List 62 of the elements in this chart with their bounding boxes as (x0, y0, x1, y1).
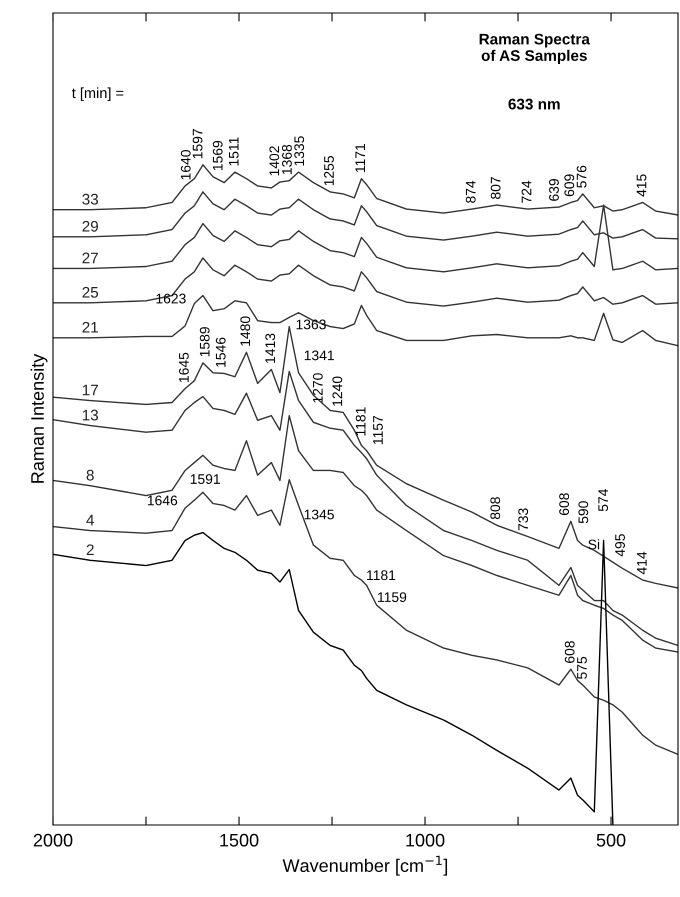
series-label: 17 (82, 384, 98, 396)
series-label: 33 (82, 194, 98, 205)
text: t [min] = (72, 87, 124, 101)
annotation: 495 (615, 534, 625, 556)
annotation: 414 (637, 552, 647, 574)
x-tick-label: 1000 (406, 834, 444, 847)
y-axis-title: Raman Intensity (30, 354, 48, 483)
annotation: 590 (578, 501, 588, 524)
annotation: 608 (559, 493, 570, 516)
annotation: 1645 (178, 352, 189, 382)
annotation: 1589 (200, 327, 210, 356)
series-label: 25 (82, 286, 98, 298)
annotation: 1270 (312, 373, 323, 402)
annotation: Si (588, 539, 600, 550)
annotation: 1480 (240, 316, 250, 346)
annotation: 1341 (304, 350, 334, 360)
annotation: 609 (564, 174, 574, 196)
annotation: 1181 (356, 407, 366, 436)
chart-title: Raman Spectra of AS Samples (480, 34, 590, 64)
annotation: 1335 (294, 136, 304, 166)
series-label: 4 (86, 514, 94, 526)
series-label: 8 (86, 470, 94, 481)
annotation: 575 (577, 656, 587, 679)
annotation: 1623 (156, 294, 186, 304)
annotation: 1413 (265, 334, 276, 363)
annotation: 874 (466, 180, 476, 203)
series-label: 27 (82, 252, 98, 264)
annotation: 1363 (296, 320, 326, 330)
annotation: 1345 (304, 510, 334, 520)
annotation: 415 (636, 174, 646, 197)
annotation: 1402 (269, 146, 280, 176)
series-label: 13 (82, 410, 98, 420)
annotation: 574 (598, 488, 608, 512)
annotation: 1181 (367, 570, 396, 580)
annotation: 1157 (373, 416, 383, 444)
annotation: 1569 (212, 140, 223, 170)
annotation: 1546 (216, 338, 226, 367)
annotation: 1646 (148, 496, 178, 506)
annotation: 608 (564, 641, 575, 663)
annotation: 1240 (332, 376, 342, 406)
annotation: 639 (549, 179, 559, 201)
annotation: 1511 (228, 137, 239, 166)
annotation: 576 (576, 166, 586, 188)
x-tick-label: 1500 (220, 834, 258, 847)
series-label: 2 (86, 544, 94, 556)
annotation: 1171 (355, 144, 365, 172)
annotation: 1640 (180, 150, 191, 180)
annotation: 1597 (192, 129, 202, 158)
annotation: 733 (518, 508, 528, 530)
annotation: 1159 (378, 592, 406, 602)
x-axis-title: Wavenumber [cm$^{−1}$] (282, 856, 448, 876)
annotation: 807 (490, 177, 501, 199)
x-tick-label: 2000 (34, 834, 72, 847)
series-label: 21 (82, 322, 98, 333)
series-label: 29 (82, 220, 98, 232)
chart-subtitle: 633 nm (508, 98, 560, 110)
annotation: 1255 (324, 156, 334, 186)
x-tick-label: 500 (596, 834, 626, 847)
annotation: 724 (522, 180, 532, 203)
annotation: 1368 (282, 144, 292, 174)
annotation: 808 (490, 497, 500, 520)
annotation: 1591 (190, 474, 220, 484)
